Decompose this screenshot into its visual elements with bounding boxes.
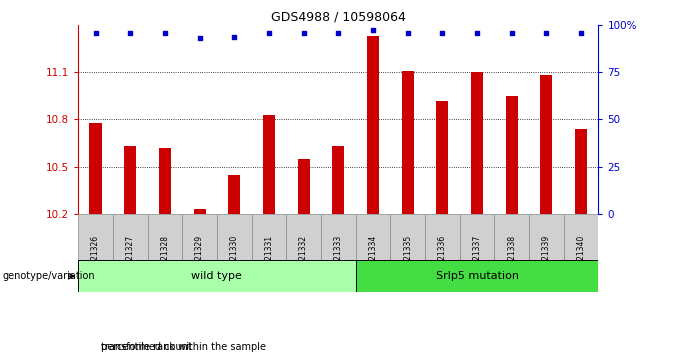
Point [159, 31, 170, 36]
Text: GSM921328: GSM921328 [160, 235, 169, 281]
Bar [124, 146, 136, 214]
Text: GSM921338: GSM921338 [507, 235, 516, 281]
Text: GSM921340: GSM921340 [577, 235, 585, 281]
Text: GSM921334: GSM921334 [369, 235, 377, 281]
Bar [402, 70, 413, 214]
Text: wild type: wild type [192, 271, 242, 281]
Bar [182, 214, 217, 260]
Bar [78, 260, 356, 292]
Bar [194, 210, 205, 214]
Bar [159, 148, 171, 214]
Text: GSM921331: GSM921331 [265, 235, 273, 281]
Point [541, 31, 551, 36]
Point [228, 34, 239, 39]
Bar [437, 101, 448, 214]
Bar [90, 122, 101, 214]
Bar [529, 214, 564, 260]
Bar [252, 214, 286, 260]
Text: percentile rank within the sample: percentile rank within the sample [101, 342, 266, 352]
Text: GSM921327: GSM921327 [126, 235, 135, 281]
Bar [564, 214, 598, 260]
Bar [148, 214, 182, 260]
Text: GSM921336: GSM921336 [438, 235, 447, 281]
Text: GSM921337: GSM921337 [473, 235, 481, 281]
Bar [78, 214, 113, 260]
Bar [298, 159, 309, 214]
Text: GSM921329: GSM921329 [195, 235, 204, 281]
Text: transformed count: transformed count [101, 342, 191, 352]
Point [333, 31, 343, 36]
Point [471, 31, 482, 36]
Bar [367, 36, 379, 214]
Title: GDS4988 / 10598064: GDS4988 / 10598064 [271, 11, 406, 24]
Bar [460, 214, 494, 260]
Point [437, 31, 447, 36]
Bar [286, 214, 321, 260]
Point [506, 31, 517, 36]
Bar [356, 260, 598, 292]
Text: genotype/variation: genotype/variation [2, 271, 95, 281]
Bar [471, 72, 483, 214]
Text: Srlp5 mutation: Srlp5 mutation [435, 271, 519, 281]
Point [575, 31, 586, 36]
Bar [390, 214, 425, 260]
Bar [321, 214, 356, 260]
Text: GSM921330: GSM921330 [230, 235, 239, 281]
Bar [356, 214, 390, 260]
Point [124, 31, 135, 36]
Bar [333, 146, 344, 214]
Bar [113, 214, 148, 260]
Point [298, 31, 309, 36]
Bar [263, 115, 275, 214]
Bar [425, 214, 460, 260]
Point [367, 28, 378, 33]
Bar [506, 96, 517, 214]
Point [263, 31, 274, 36]
Point [90, 31, 101, 36]
Bar [228, 175, 240, 214]
Bar [541, 75, 552, 214]
Text: GSM921333: GSM921333 [334, 235, 343, 281]
Point [402, 31, 413, 36]
Text: GSM921332: GSM921332 [299, 235, 308, 281]
Text: GSM921339: GSM921339 [542, 235, 551, 281]
Text: GSM921326: GSM921326 [91, 235, 100, 281]
Text: GSM921335: GSM921335 [403, 235, 412, 281]
Point [194, 35, 205, 41]
Bar [217, 214, 252, 260]
Bar [575, 129, 587, 214]
Bar [494, 214, 529, 260]
